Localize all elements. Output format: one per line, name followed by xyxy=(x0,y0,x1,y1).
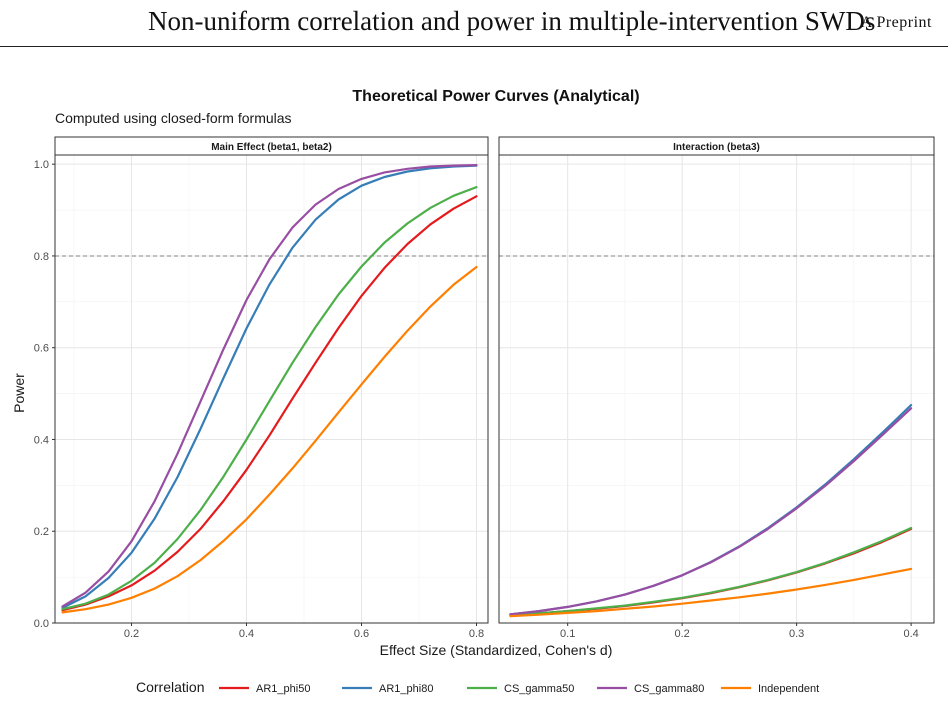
legend-title: Correlation xyxy=(136,679,204,695)
series-line-AR1_phi50 xyxy=(509,527,913,617)
chart-legend: Correlation AR1_phi50 AR1_phi80 CS_gamma50… xyxy=(136,679,819,695)
y-tick-label: 1.0 xyxy=(34,159,49,171)
x-tick-label: 0.4 xyxy=(903,628,918,640)
panel-title: Interaction (beta3) xyxy=(673,142,760,153)
x-tick-label: 0.3 xyxy=(789,628,804,640)
running-title: Non-uniform correlation and power in mul… xyxy=(148,6,876,36)
y-tick-label: 0.8 xyxy=(34,251,49,263)
series-line-Independent xyxy=(61,265,478,614)
legend-label-CS_gamma50: CS_gamma50 xyxy=(504,683,574,695)
legend-label-CS_gamma80: CS_gamma80 xyxy=(634,683,704,695)
x-tick-label: 0.2 xyxy=(675,628,690,640)
header-rule xyxy=(0,46,948,47)
series-line-CS_gamma80 xyxy=(509,407,913,616)
panel-1: Main Effect (beta1, beta2) 0.2 0.4 0.6 0.8 0.… xyxy=(34,136,489,640)
x-tick-label: 0.1 xyxy=(560,628,575,640)
series-line-CS_gamma50 xyxy=(509,526,913,617)
x-tick-label: 0.6 xyxy=(354,628,369,640)
y-tick-label: 0.0 xyxy=(34,618,49,630)
chart-title: Theoretical Power Curves (Analytical) xyxy=(352,88,639,105)
running-tag: A Preprint xyxy=(860,14,932,31)
panel-border xyxy=(498,154,935,624)
series-line-CS_gamma50 xyxy=(61,186,478,611)
x-tick-label: 0.4 xyxy=(239,628,254,640)
legend-label-Independent: Independent xyxy=(758,683,819,695)
series-line-AR1_phi80 xyxy=(509,404,913,616)
panel-border xyxy=(54,154,489,624)
x-axis-label: Effect Size (Standardized, Cohen's d) xyxy=(380,642,613,658)
y-tick-label: 0.2 xyxy=(34,526,49,538)
y-tick-label: 0.4 xyxy=(34,434,49,446)
series-line-AR1_phi50 xyxy=(61,195,478,612)
x-tick-label: 0.8 xyxy=(469,628,484,640)
chart-panels: Main Effect (beta1, beta2) 0.2 0.4 0.6 0.8 0.… xyxy=(34,136,935,640)
legend-label-AR1_phi50: AR1_phi50 xyxy=(256,683,310,695)
x-tick-label: 0.2 xyxy=(124,628,139,640)
series-line-AR1_phi80 xyxy=(61,164,478,610)
panel-title: Main Effect (beta1, beta2) xyxy=(211,142,332,153)
series-line-Independent xyxy=(509,567,913,618)
y-axis-label: Power xyxy=(11,373,27,413)
y-tick-label: 0.6 xyxy=(34,343,49,355)
chart-subtitle: Computed using closed-form formulas xyxy=(55,110,292,126)
panel-2: Interaction (beta3) 0.1 0.2 0.3 0.4 xyxy=(498,136,935,640)
legend-label-AR1_phi80: AR1_phi80 xyxy=(379,683,433,695)
series-line-CS_gamma80 xyxy=(61,164,478,608)
